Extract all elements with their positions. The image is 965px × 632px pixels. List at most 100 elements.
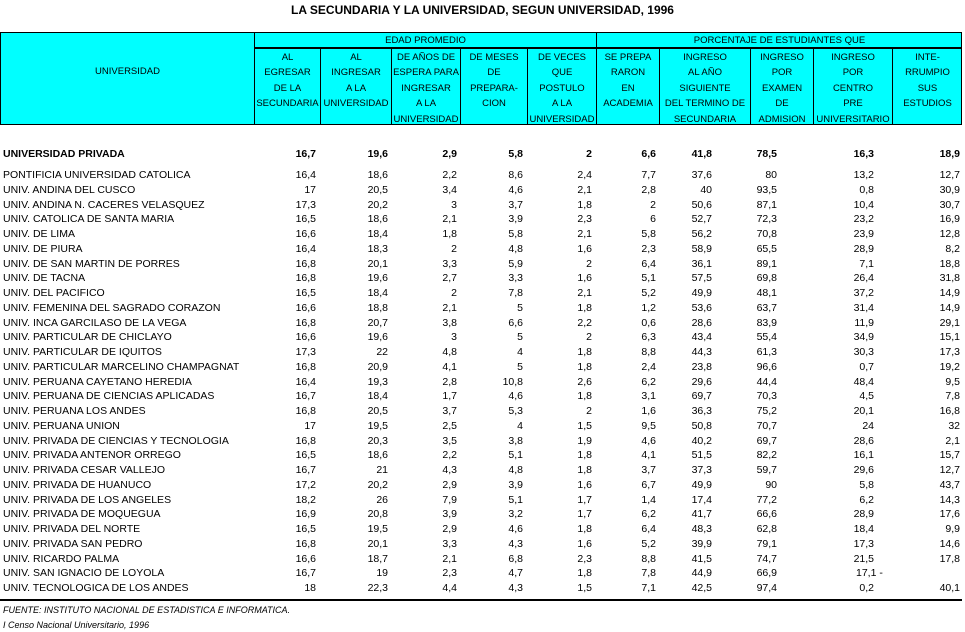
cell-value: 2,4 — [577, 169, 592, 181]
cell-value: 29,6 — [691, 375, 712, 388]
table-row: UNIV. PRIVADA DE MOQUEGUA 16,9 20,8 3,9 3,2 1… — [0, 507, 965, 521]
cell-value: 39,9 — [691, 537, 712, 550]
cell-value: 21 — [376, 464, 388, 476]
cell-value: 30,9 — [939, 183, 960, 196]
cell-value: 6,6 — [508, 316, 523, 329]
cell-value: 18,9 — [939, 148, 960, 160]
cell-value: 1,8 — [577, 567, 592, 580]
cell-value: 19,5 — [367, 523, 388, 535]
column-header-line: CENTRO — [832, 82, 874, 94]
cell-value: 3,4 — [442, 183, 457, 196]
column-header-line: A LA — [345, 82, 367, 94]
cell-value: 29,1 — [939, 316, 960, 329]
column-header-line: ESPERA PARA — [393, 67, 459, 79]
university-name: UNIV. PRIVADA SAN PEDRO — [3, 537, 143, 550]
cell-value: 14,9 — [939, 301, 960, 314]
column-header-line: UNIVERSIDAD — [529, 113, 595, 125]
cell-value: 1,6 — [577, 272, 592, 285]
cell-value: 16,7 — [295, 464, 316, 476]
university-name: UNIV. RICARDO PALMA — [3, 552, 120, 565]
cell-value: 18,4 — [367, 390, 388, 403]
cell-value: 8,2 — [945, 242, 960, 255]
column-header: INGRESO AL AÑO SIGUIENTE DEL TERMINO DE SECU… — [659, 49, 750, 125]
table-row: UNIV. PRIVADA DE LOS ANGELES 18,2 26 7,9 5,1… — [0, 493, 965, 507]
cell-value: 18,8 — [939, 257, 960, 270]
cell-value: 66,6 — [756, 508, 777, 521]
cell-value: 3,3 — [442, 537, 457, 550]
cell-value: 4,6 — [641, 434, 656, 447]
cell-value: 93,5 — [756, 183, 777, 196]
cell-value: 4,6 — [508, 183, 523, 196]
cell-value: 63,7 — [756, 301, 777, 314]
cell-value: 7,8 — [945, 390, 960, 403]
cell-value: 1,8 — [577, 390, 592, 403]
cell-value: 19,2 — [939, 360, 960, 373]
cell-value: 36,1 — [691, 257, 712, 270]
cell-value: 78,5 — [756, 148, 777, 160]
university-name: UNIV. DE PIURA — [3, 242, 83, 255]
cell-value: 8,8 — [641, 346, 656, 358]
cell-value: 6,4 — [641, 257, 656, 270]
cell-value: 3,1 — [641, 390, 656, 403]
cell-value: 75,2 — [756, 405, 777, 417]
cell-value: 20,5 — [367, 405, 388, 417]
cell-value: 62,8 — [756, 523, 777, 535]
cell-value: 2,8 — [641, 183, 656, 196]
table-row: UNIV. PERUANA CAYETANO HEREDIA 16,4 19,3 2,… — [0, 375, 965, 389]
cell-value: 17,6 — [939, 508, 960, 521]
cell-value: 3,9 — [508, 478, 523, 491]
cell-value: 3 — [451, 198, 457, 211]
university-name: UNIV. PRIVADA DE LOS ANGELES — [3, 493, 172, 506]
cell-value: 41,7 — [691, 508, 712, 521]
cell-value: 20,8 — [367, 508, 388, 521]
cell-value: 28,6 — [691, 316, 712, 329]
cell-value: 4,7 — [508, 567, 523, 580]
column-header: SE PREPA RARON EN ACADEMIA — [596, 49, 659, 124]
cell-value: 4,5 — [859, 390, 874, 403]
column-header-line: DE AÑOS DE — [396, 52, 456, 63]
table-row: UNIV. PRIVADA DE HUANUCO 17,2 20,2 2,9 3,9 1,… — [0, 478, 965, 492]
cell-value: 16,7 — [295, 567, 316, 580]
cell-value: 97,4 — [756, 582, 777, 594]
table-row: UNIV. DE LIMA 16,6 18,4 1,8 5,8 2,1 5,8 56,2 70,… — [0, 227, 965, 241]
cell-value: 5,8 — [859, 478, 874, 491]
column-header-line: DE VECES — [537, 52, 587, 63]
university-name: UNIV. FEMENINA DEL SAGRADO CORAZON — [3, 301, 221, 314]
column-header-line: CION — [482, 98, 506, 110]
cell-value: 31,8 — [939, 272, 960, 285]
cell-value: 16,4 — [295, 169, 316, 181]
university-name: UNIV. CATOLICA DE SANTA MARIA — [3, 213, 175, 226]
cell-value: 1,5 — [577, 582, 592, 594]
cell-value: 1,8 — [442, 228, 457, 240]
table-row: UNIV. PRIVADA SAN PEDRO 16,8 20,1 3,3 4,3 1,6… — [0, 537, 965, 551]
column-header-line: AL AÑO — [688, 67, 722, 79]
cell-value: 61,3 — [756, 346, 777, 358]
university-name: UNIV. PARTICULAR MARCELINO CHAMPAGNAT — [3, 360, 240, 373]
cell-value: 17,1 - — [856, 567, 883, 580]
cell-value: 42,5 — [691, 582, 712, 594]
column-header-line: EGRESAR — [264, 67, 311, 79]
university-name: PONTIFICIA UNIVERSIDAD CATOLICA — [3, 169, 191, 181]
cell-value: 8,8 — [641, 552, 656, 565]
table-row: UNIV. PRIVADA DE CIENCIAS Y TECNOLOGIA 16… — [0, 434, 965, 448]
cell-value: 65,5 — [756, 242, 777, 255]
column-header-line: DEL TERMINO DE — [664, 98, 746, 110]
table-header: UNIVERSIDAD EDAD PROMEDIO PORCENTAJE DE … — [0, 32, 962, 125]
cell-value: 48,3 — [691, 523, 712, 535]
column-header-line: SE PREPA — [604, 52, 652, 63]
cell-value: 16,9 — [939, 213, 960, 226]
cell-value: 23,9 — [853, 228, 874, 240]
table-row: PONTIFICIA UNIVERSIDAD CATOLICA 16,4 18,6 2… — [0, 168, 965, 182]
cell-value: 18,4 — [367, 287, 388, 299]
cell-value: 15,7 — [939, 449, 960, 462]
column-header-line: INGRESAR — [401, 82, 451, 94]
cell-value: 44,3 — [691, 346, 712, 358]
cell-value: 18,6 — [367, 169, 388, 181]
cell-value: 0,8 — [859, 183, 874, 196]
cell-value: 11,9 — [854, 316, 874, 329]
header-group-porcentaje: PORCENTAJE DE ESTUDIANTES QUE — [596, 33, 962, 49]
university-name: UNIV. PRIVADA ANTENOR ORREGO — [3, 449, 181, 462]
column-header-line: EXAMEN — [761, 82, 803, 94]
cell-value: 9,9 — [945, 523, 960, 535]
university-name: UNIV. DE SAN MARTIN DE PORRES — [3, 257, 180, 270]
